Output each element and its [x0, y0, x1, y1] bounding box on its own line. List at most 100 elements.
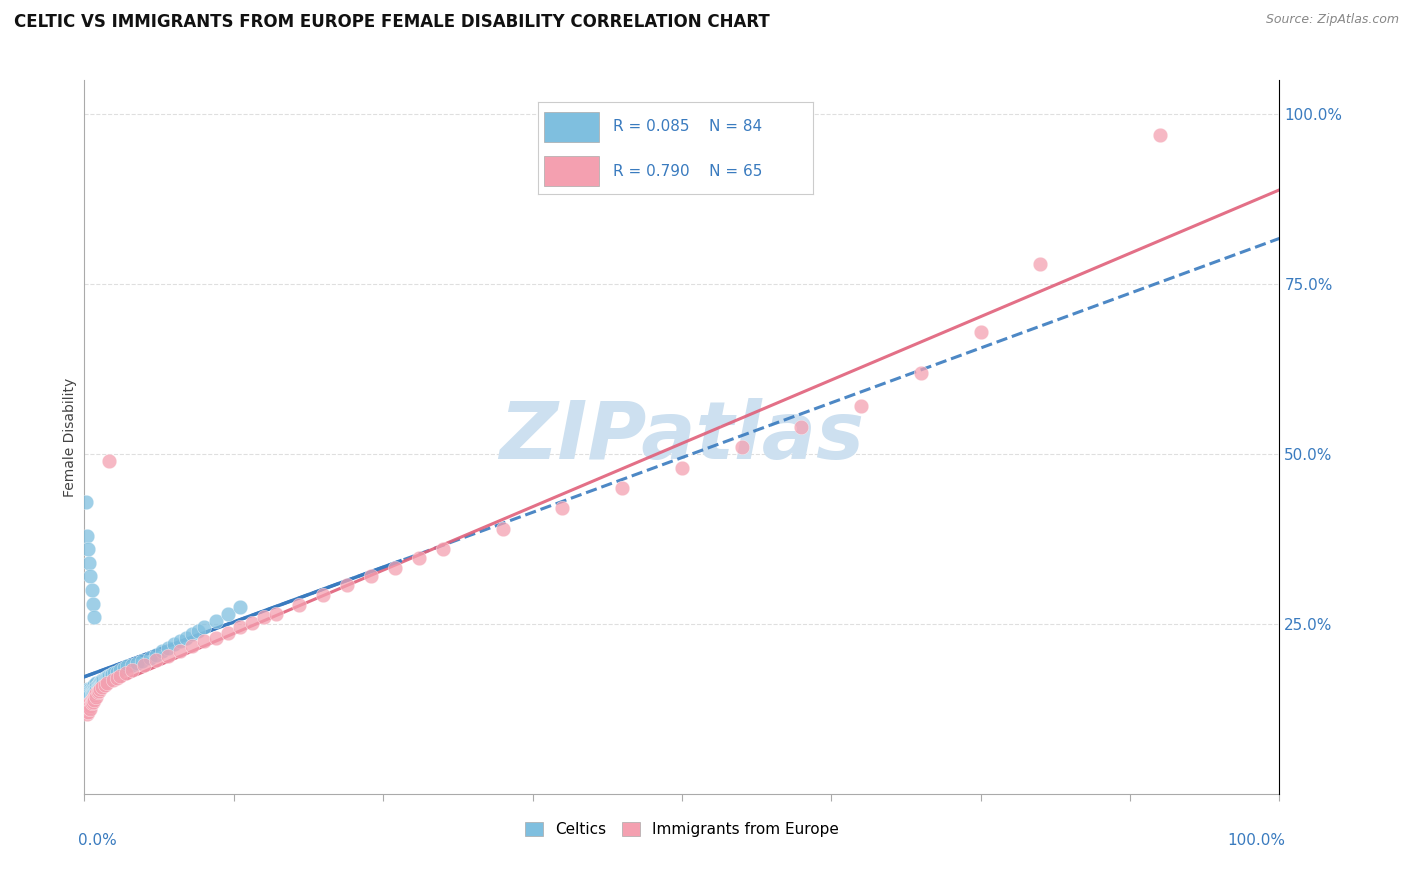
Point — [77, 689, 100, 703]
Point — [79, 569, 101, 583]
Point — [79, 681, 101, 696]
Point — [217, 625, 239, 640]
Point — [75, 706, 97, 720]
Point — [492, 522, 515, 536]
Point — [360, 569, 382, 583]
Point — [790, 420, 813, 434]
Text: 0.0%: 0.0% — [79, 833, 117, 848]
Point — [77, 700, 100, 714]
Point — [82, 695, 104, 709]
Point — [77, 691, 100, 706]
Point — [205, 631, 228, 645]
Point — [75, 690, 97, 704]
Point — [75, 494, 97, 508]
Point — [83, 685, 105, 699]
Point — [83, 690, 105, 704]
Point — [91, 680, 114, 694]
Point — [336, 577, 359, 591]
Point — [181, 627, 204, 641]
Point — [100, 668, 122, 682]
Point — [80, 681, 103, 696]
Point — [77, 681, 100, 696]
Point — [79, 695, 101, 709]
Point — [288, 598, 311, 612]
Point — [79, 683, 101, 698]
Point — [86, 682, 108, 697]
Point — [80, 693, 103, 707]
Point — [77, 687, 100, 701]
Point — [157, 648, 180, 663]
Point — [163, 637, 186, 651]
Point — [98, 668, 121, 682]
Point — [94, 671, 117, 685]
Point — [145, 653, 167, 667]
Point — [312, 588, 335, 602]
Point — [101, 667, 124, 681]
Point — [76, 706, 98, 721]
Point — [75, 689, 97, 703]
Point — [150, 644, 173, 658]
Point — [612, 481, 634, 495]
Point — [80, 697, 103, 711]
Point — [87, 677, 110, 691]
Point — [86, 681, 108, 696]
Point — [87, 680, 110, 694]
Point — [77, 682, 100, 697]
Point — [83, 610, 105, 624]
Point — [82, 691, 104, 706]
Point — [86, 686, 108, 700]
Point — [80, 685, 103, 699]
Point — [105, 671, 128, 685]
Point — [76, 689, 98, 703]
Point — [910, 366, 932, 380]
Point — [77, 697, 100, 711]
Point — [75, 686, 97, 700]
Point — [91, 677, 114, 691]
Legend: Celtics, Immigrants from Europe: Celtics, Immigrants from Europe — [519, 816, 845, 843]
Point — [93, 671, 115, 685]
Point — [117, 659, 139, 673]
Point — [75, 685, 97, 699]
Point — [93, 673, 115, 687]
Point — [77, 685, 100, 699]
Point — [408, 551, 430, 566]
Point — [75, 691, 97, 706]
Point — [87, 683, 110, 698]
Point — [79, 689, 101, 703]
Point — [75, 698, 97, 713]
Point — [671, 460, 693, 475]
Point — [121, 663, 143, 677]
Point — [169, 634, 191, 648]
Point — [90, 674, 112, 689]
Point — [86, 680, 108, 694]
Point — [84, 683, 107, 698]
Point — [77, 706, 100, 720]
Point — [181, 640, 204, 654]
Point — [264, 607, 287, 621]
Point — [86, 690, 108, 704]
Text: 100.0%: 100.0% — [1227, 833, 1285, 848]
Point — [121, 657, 143, 672]
Point — [139, 651, 162, 665]
Point — [193, 620, 215, 634]
Point — [1149, 128, 1171, 142]
Point — [76, 528, 98, 542]
Point — [91, 673, 114, 688]
Point — [103, 665, 125, 680]
Point — [89, 675, 111, 690]
Point — [76, 691, 98, 706]
Point — [115, 665, 138, 680]
Point — [84, 680, 107, 694]
Point — [174, 631, 197, 645]
Point — [77, 542, 100, 557]
Point — [551, 501, 574, 516]
Point — [89, 681, 111, 696]
Point — [98, 454, 121, 468]
Point — [82, 683, 104, 698]
Point — [851, 400, 873, 414]
Point — [76, 703, 98, 717]
Point — [86, 676, 108, 690]
Point — [84, 689, 107, 703]
Point — [83, 678, 105, 692]
Point — [76, 690, 98, 705]
